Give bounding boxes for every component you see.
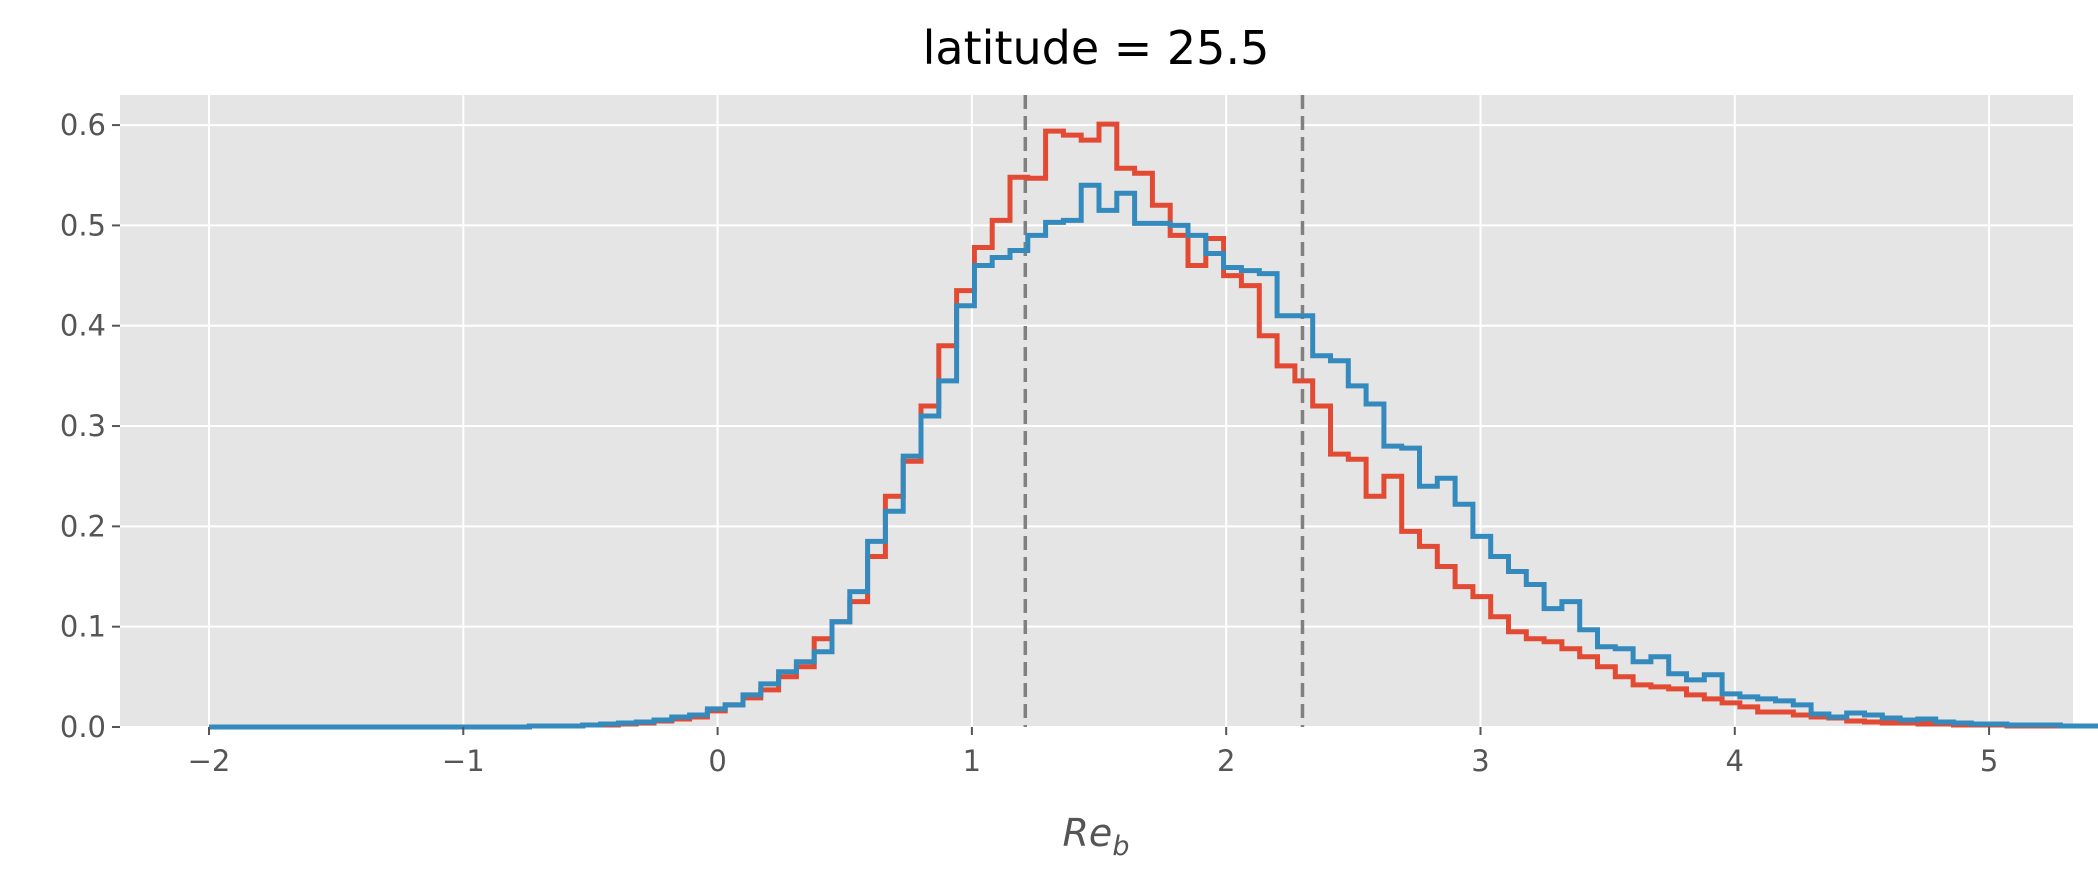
y-tick-label: 0.1	[60, 610, 106, 644]
chart-title: latitude = 25.5	[923, 21, 1270, 75]
x-axis-label-main: Re	[1063, 811, 1113, 855]
grid	[120, 95, 2073, 728]
y-tick-label: 0.5	[60, 208, 106, 242]
y-tick-label: 0.6	[60, 108, 106, 142]
histogram-series-2	[209, 182, 2098, 730]
x-tick-label: 3	[1471, 744, 1489, 778]
x-tick-label: −1	[442, 744, 485, 778]
y-tick-label: 0.4	[60, 309, 106, 343]
y-tick-label: 0.2	[60, 509, 106, 543]
x-tick-label: −2	[188, 744, 231, 778]
y-tick-label: 0.3	[60, 409, 106, 443]
x-axis-label-subscript: b	[1112, 831, 1129, 862]
x-axis-label: Reb	[1063, 811, 1130, 862]
x-tick-label: 2	[1217, 744, 1235, 778]
x-tick-label: 4	[1726, 744, 1744, 778]
histogram-series	[209, 121, 2098, 730]
axis-ticks: −2 −1 0 1 2 3 4 5 0.0 0.1 0.2 0.3 0.4 0.5 0.6	[60, 108, 1998, 778]
x-tick-label: 1	[963, 744, 981, 778]
x-tick-label: 0	[708, 744, 726, 778]
x-tick-label: 5	[1980, 744, 1998, 778]
y-tick-label: 0.0	[60, 710, 106, 744]
reference-lines	[1023, 95, 1305, 727]
